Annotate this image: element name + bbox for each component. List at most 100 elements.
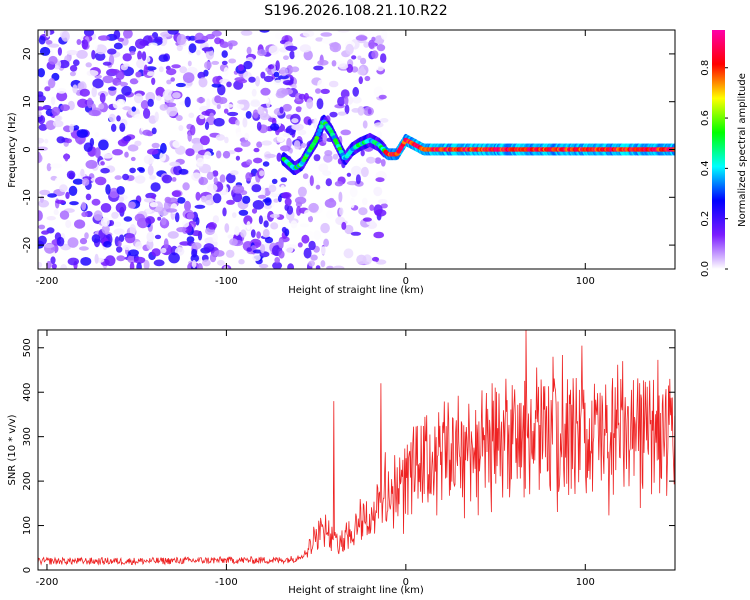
spectrogram-blob — [172, 92, 181, 99]
spectrogram-blob — [46, 216, 56, 221]
spectrogram-blob — [237, 64, 245, 71]
spectrogram-blob — [178, 168, 189, 175]
spectrogram-blob — [376, 65, 384, 72]
spectrogram-blob — [248, 36, 254, 44]
spectrogram-blob — [207, 222, 217, 230]
spectrogram-blob — [86, 70, 99, 77]
spectrogram-blob — [252, 109, 259, 119]
spectrogram-blob — [337, 30, 350, 33]
spectrogram-blob — [123, 30, 133, 39]
spectrogram-blob — [242, 117, 248, 128]
spectrogram-blob — [280, 177, 288, 183]
snr-y-ticks: 0 100 200 300 400 500 — [22, 338, 675, 573]
spectrogram-blob — [190, 254, 200, 263]
spectrogram-blob — [175, 82, 186, 88]
spectrogram-blob — [287, 263, 294, 269]
spectrogram-blob — [270, 123, 280, 131]
spectrogram-blob — [223, 108, 229, 114]
spectrogram-blob — [246, 159, 253, 166]
spectrogram-x-tick-label: -100 — [215, 276, 238, 287]
spectrogram-blob — [232, 184, 245, 194]
spectrogram-blob — [295, 201, 303, 208]
spectrogram-blob — [78, 246, 89, 251]
spectrogram-blob — [261, 140, 273, 146]
spectrogram-blob — [256, 231, 261, 239]
spectrogram-blob — [143, 154, 155, 165]
spectrogram-blob — [323, 153, 333, 163]
spectrogram-blob — [227, 234, 234, 239]
spectrogram-blob — [303, 50, 313, 61]
spectrogram-blob — [195, 191, 201, 201]
spectrogram-blob — [92, 78, 104, 89]
spectrogram-blob — [313, 154, 321, 162]
spectrogram-blob — [76, 49, 88, 59]
spectrogram-blob — [184, 96, 191, 108]
spectrogram-blob — [326, 210, 333, 219]
spectrogram-blob — [343, 248, 354, 259]
spectrogram-blob — [358, 207, 368, 216]
spectrogram-blob — [86, 224, 94, 231]
spectrogram-blob — [369, 204, 375, 211]
spectrogram-blob — [246, 247, 252, 252]
spectrogram-blob — [377, 199, 388, 204]
spectrogram-blob — [117, 240, 122, 247]
spectrogram-blob — [281, 88, 293, 95]
snr-x-tick-label: -200 — [36, 577, 59, 588]
colorbar: 0.0 0.2 0.4 0.6 0.8 Normalized spectral ampl… — [700, 30, 748, 277]
spectrogram-blob — [358, 76, 363, 85]
spectrogram-blob — [99, 92, 106, 103]
spectrogram-blob — [341, 221, 347, 230]
spectrogram-blob — [48, 55, 58, 65]
spectrogram-blob — [168, 252, 180, 264]
spectrogram-blob — [296, 205, 302, 216]
spectrogram-blob — [338, 191, 343, 203]
spectrogram-blob — [137, 50, 143, 61]
spectrogram-blob — [240, 30, 253, 36]
snr-x-tick-label: 0 — [403, 577, 409, 588]
spectrogram-blob — [57, 47, 63, 56]
spectrogram-blob — [94, 51, 106, 61]
spectrogram-blob — [362, 217, 372, 222]
spectrogram-blob — [264, 153, 276, 158]
spectrogram-blob — [196, 157, 205, 167]
spectrogram-blob — [221, 60, 228, 65]
spectrogram-blob — [340, 89, 350, 99]
spectrogram-blob — [172, 140, 181, 148]
spectrogram-blob — [219, 41, 230, 48]
spectrogram-blob — [359, 163, 366, 168]
spectrogram-blob — [339, 207, 344, 216]
spectrogram-blob — [212, 76, 222, 85]
spectrogram-blob — [374, 209, 387, 217]
spectrogram-blob — [346, 172, 352, 177]
spectrogram-blob — [188, 112, 195, 119]
spectrogram-ylabel: Frequency (Hz) — [7, 112, 18, 188]
spectrogram-blob — [38, 146, 48, 152]
spectrogram-blob — [38, 235, 47, 246]
spectrogram-blob — [357, 106, 365, 116]
spectrogram-blob — [204, 121, 210, 130]
spectrogram-blob — [238, 259, 245, 265]
spectrogram-blob — [147, 165, 154, 176]
spectrogram-blob — [371, 50, 379, 59]
snr-y-tick-label: 100 — [22, 516, 33, 535]
spectrogram-blob — [198, 77, 208, 88]
spectrogram-blob — [195, 216, 200, 226]
spectrogram-blob — [38, 35, 46, 45]
spectrogram-blob — [211, 83, 222, 88]
spectrogram-blob — [258, 215, 263, 225]
spectrogram-blob — [212, 215, 220, 224]
spectrogram-blob — [94, 44, 107, 55]
spectrogram-blob — [151, 248, 161, 257]
spectrogram-blob — [165, 208, 178, 213]
spectrogram-blob — [124, 233, 136, 244]
spectrogram-blob — [56, 236, 65, 247]
spectrogram-blob — [64, 153, 69, 162]
spectrogram-blob — [308, 202, 319, 213]
snr-y-tick-label: 400 — [22, 383, 33, 402]
spectrogram-blob — [182, 182, 190, 191]
spectrogram-blob — [46, 260, 52, 269]
spectrogram-blob — [143, 259, 150, 269]
spectrogram-blob — [249, 139, 258, 147]
